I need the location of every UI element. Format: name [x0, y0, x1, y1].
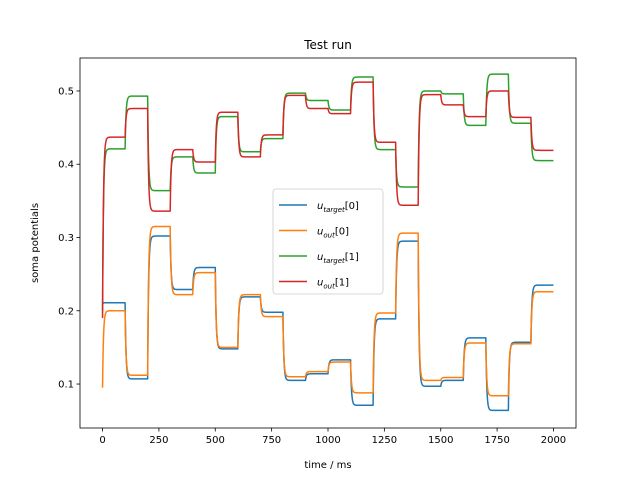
x-tick-label: 1750	[484, 435, 509, 446]
legend: utarget[0] uout[0] utarget[1] uout[1]	[272, 188, 384, 295]
legend-label: utarget[0]	[317, 201, 359, 214]
x-tick-label: 1000	[315, 435, 340, 446]
y-tick-label: 0.5	[58, 86, 74, 97]
x-tick-label: 500	[206, 435, 225, 446]
series-line	[101, 73, 554, 311]
series-line	[101, 81, 554, 319]
y-tick-label: 0.2	[58, 306, 74, 317]
y-axis: 0.1 0.2 0.3 0.4 0.5	[58, 86, 80, 391]
y-tick-label: 0.1	[58, 380, 74, 391]
y-axis-label: soma potentials	[30, 203, 41, 283]
y-tick-label: 0.3	[58, 233, 74, 244]
legend-label: uout[0]	[317, 227, 349, 240]
x-tick-label: 0	[99, 435, 105, 446]
series-line	[102, 235, 554, 412]
legend-box	[272, 188, 384, 295]
x-axis-label: time / ms	[304, 460, 351, 471]
legend-label: uout[1]	[317, 278, 349, 291]
x-tick-label: 250	[149, 435, 168, 446]
y-tick-label: 0.4	[58, 160, 74, 171]
x-tick-label: 1500	[428, 435, 453, 446]
x-axis: 0 250 500 750 1000 1250 1500 1750 2000	[99, 428, 566, 446]
chart-title: Test run	[303, 38, 352, 52]
series-layer	[101, 73, 554, 412]
x-tick-label: 1250	[372, 435, 397, 446]
x-tick-label: 2000	[541, 435, 566, 446]
series-line	[101, 225, 554, 397]
x-tick-label: 750	[262, 435, 281, 446]
legend-label: utarget[1]	[317, 252, 359, 265]
